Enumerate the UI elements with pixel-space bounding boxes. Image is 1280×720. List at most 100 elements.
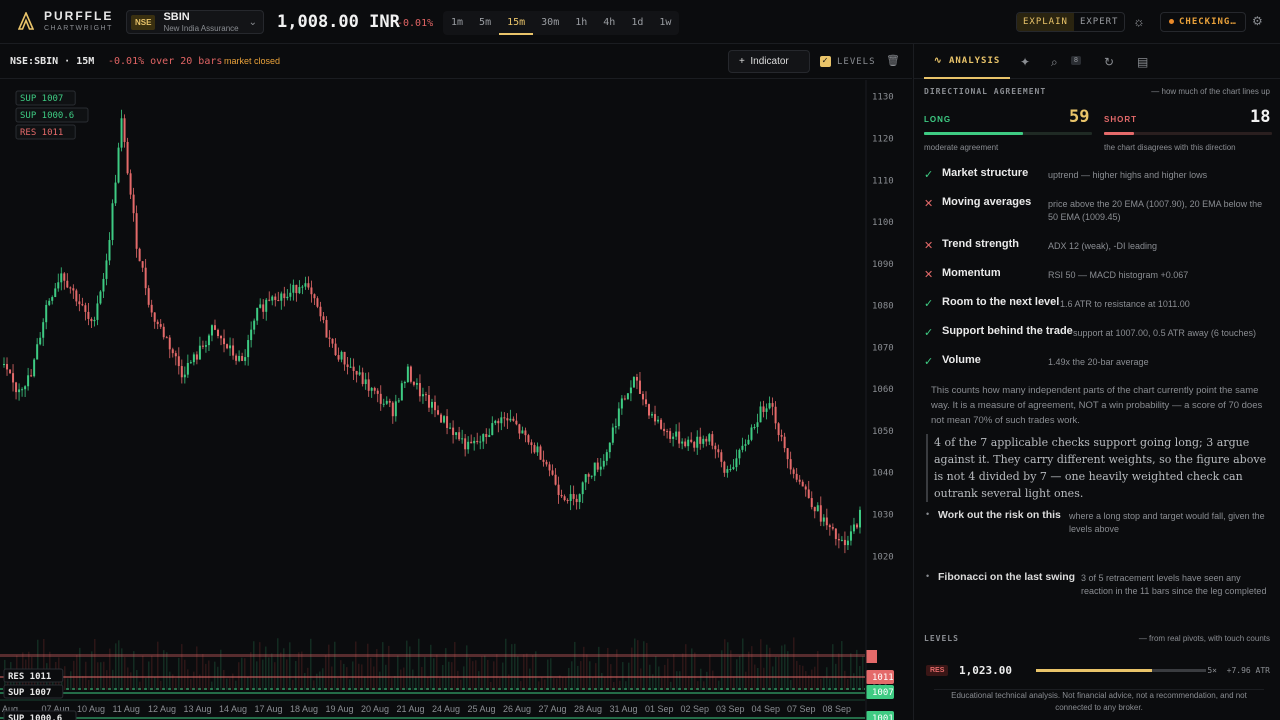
tf-1d[interactable]: 1d — [631, 17, 644, 28]
volume-bar — [580, 661, 582, 690]
volume-bar — [106, 670, 108, 690]
candle-body — [669, 431, 672, 439]
risk-item[interactable]: • Work out the risk on this where a long… — [926, 509, 1276, 537]
check-momentum[interactable]: ✕ Momentum RSI 50 — MACD histogram +0.06… — [924, 267, 1274, 287]
logo[interactable]: PURFFLE CHARTWRIGHT — [18, 10, 113, 32]
volume-bar — [256, 661, 258, 690]
volume-bar — [769, 647, 771, 690]
x-tick-label: 02 Sep — [681, 704, 710, 714]
price-chart[interactable]: 1130 1120 1110 1100 1090 1080 1070 1060 1050 1040… — [0, 80, 912, 720]
tf-4h[interactable]: 4h — [603, 17, 616, 28]
x-tick-label: Aug — [2, 704, 18, 714]
candle-body — [449, 427, 452, 429]
candle-body — [804, 486, 807, 490]
candle-body — [506, 418, 509, 421]
volume-bar — [526, 653, 528, 690]
level-price[interactable]: 1,023.00 — [959, 664, 1012, 677]
risk-desc: where a long stop and target would fall,… — [1069, 511, 1265, 534]
explain-mode-button[interactable]: EXPLAIN — [1017, 13, 1074, 31]
volume-bar — [355, 641, 357, 690]
candle-body — [367, 379, 370, 391]
zone-band — [0, 654, 865, 657]
tf-30m[interactable]: 30m — [541, 17, 560, 28]
volume-bar — [79, 647, 81, 690]
tf-15m[interactable]: 15m — [499, 11, 534, 35]
notes-icon[interactable]: ▤ — [1137, 55, 1149, 69]
x-tick-label: 03 Sep — [716, 704, 745, 714]
tf-1w[interactable]: 1w — [659, 17, 672, 28]
tab-analysis[interactable]: ∿ ANALYSIS — [924, 44, 1011, 79]
volume-bar — [733, 676, 735, 690]
candle-body — [518, 424, 521, 434]
symbol-selector[interactable]: NSE SBIN New India Assurance ⌄ — [126, 10, 264, 34]
tf-1h[interactable]: 1h — [575, 17, 588, 28]
long-label: LONG — [924, 115, 952, 124]
volume-bar — [460, 679, 462, 690]
check-market-structure[interactable]: ✓ Market structure uptrend — higher high… — [924, 167, 1274, 187]
candle-body — [690, 439, 693, 442]
volume-bar — [640, 668, 642, 690]
candle-body — [542, 459, 545, 462]
y-tick-label: 1020 — [872, 552, 894, 562]
candle-body — [765, 408, 768, 412]
candle-body — [265, 299, 268, 312]
volume-bar — [607, 647, 609, 690]
legend-chip-box — [15, 107, 89, 123]
settings-icon[interactable]: ⚙ — [1252, 14, 1263, 28]
levels-note: — from real pivots, with touch counts — [1138, 634, 1270, 643]
check-room-next-level[interactable]: ✓ Room to the next level 1.6 ATR to resi… — [924, 296, 1274, 316]
check-support-behind[interactable]: ✓ Support behind the trade support at 10… — [924, 325, 1274, 345]
candle-body — [560, 494, 563, 497]
ticker: SBIN — [163, 10, 190, 23]
check-trend-strength[interactable]: ✕ Trend strength ADX 12 (weak), -DI lead… — [924, 238, 1274, 258]
volume-bar — [175, 678, 177, 690]
volume-bar — [292, 679, 294, 690]
volume-bar — [796, 660, 798, 690]
candle-body — [581, 482, 584, 495]
sparkle-icon[interactable]: ✦ — [1020, 55, 1031, 69]
refresh-icon[interactable]: ↻ — [1104, 55, 1115, 69]
volume-bar — [679, 671, 681, 690]
expert-mode-button[interactable]: EXPERT — [1079, 17, 1119, 27]
check-volume[interactable]: ✓ Volume 1.49x the 20-bar average — [924, 354, 1274, 374]
volume-bar — [229, 678, 231, 690]
volume-bar — [253, 641, 255, 690]
candle-body — [614, 426, 617, 428]
candle-body — [141, 261, 144, 268]
x-tick-label: 04 Sep — [752, 704, 781, 714]
price-tag: 1011 — [872, 673, 894, 683]
tf-1m[interactable]: 1m — [451, 17, 464, 28]
tf-5m[interactable]: 5m — [479, 17, 492, 28]
volume-bar — [841, 641, 843, 690]
candle-body — [84, 305, 87, 312]
status-badge[interactable]: CHECKING… — [1160, 12, 1246, 32]
volume-bar — [250, 652, 252, 690]
search-icon[interactable]: ⌕ — [1051, 55, 1058, 69]
candle-body — [533, 445, 536, 453]
volume-bar — [304, 672, 306, 690]
price-tag-box — [866, 685, 894, 699]
candle-body — [220, 336, 223, 339]
check-label: Room to the next level — [942, 296, 1060, 308]
check-label: Trend strength — [942, 238, 1020, 250]
check-moving-averages[interactable]: ✕ Moving averages price above the 20 EMA… — [924, 196, 1274, 228]
volume-bar — [661, 677, 663, 690]
trash-icon[interactable]: 🗑 — [886, 55, 900, 67]
volume-bar — [163, 650, 165, 690]
volume-bar — [166, 652, 168, 690]
candle-body — [355, 370, 358, 375]
fib-item[interactable]: • Fibonacci on the last swing 3 of 5 ret… — [926, 571, 1276, 611]
indicator-button[interactable]: + Indicator — [728, 50, 810, 73]
volume-bar — [805, 671, 807, 690]
theme-toggle-icon[interactable]: ☼ — [1133, 14, 1145, 29]
disclaimer: Educational technical analysis. Not fina… — [934, 689, 1264, 714]
levels-toggle[interactable]: ✓ LEVELS — [820, 56, 876, 67]
candle-body — [352, 366, 355, 371]
candle-body — [307, 283, 310, 288]
candle-body — [376, 390, 379, 394]
candle-body — [403, 381, 406, 384]
volume-bar — [271, 653, 273, 690]
volume-bar — [76, 654, 78, 690]
volume-bar — [520, 681, 522, 690]
candle-body — [590, 475, 593, 477]
